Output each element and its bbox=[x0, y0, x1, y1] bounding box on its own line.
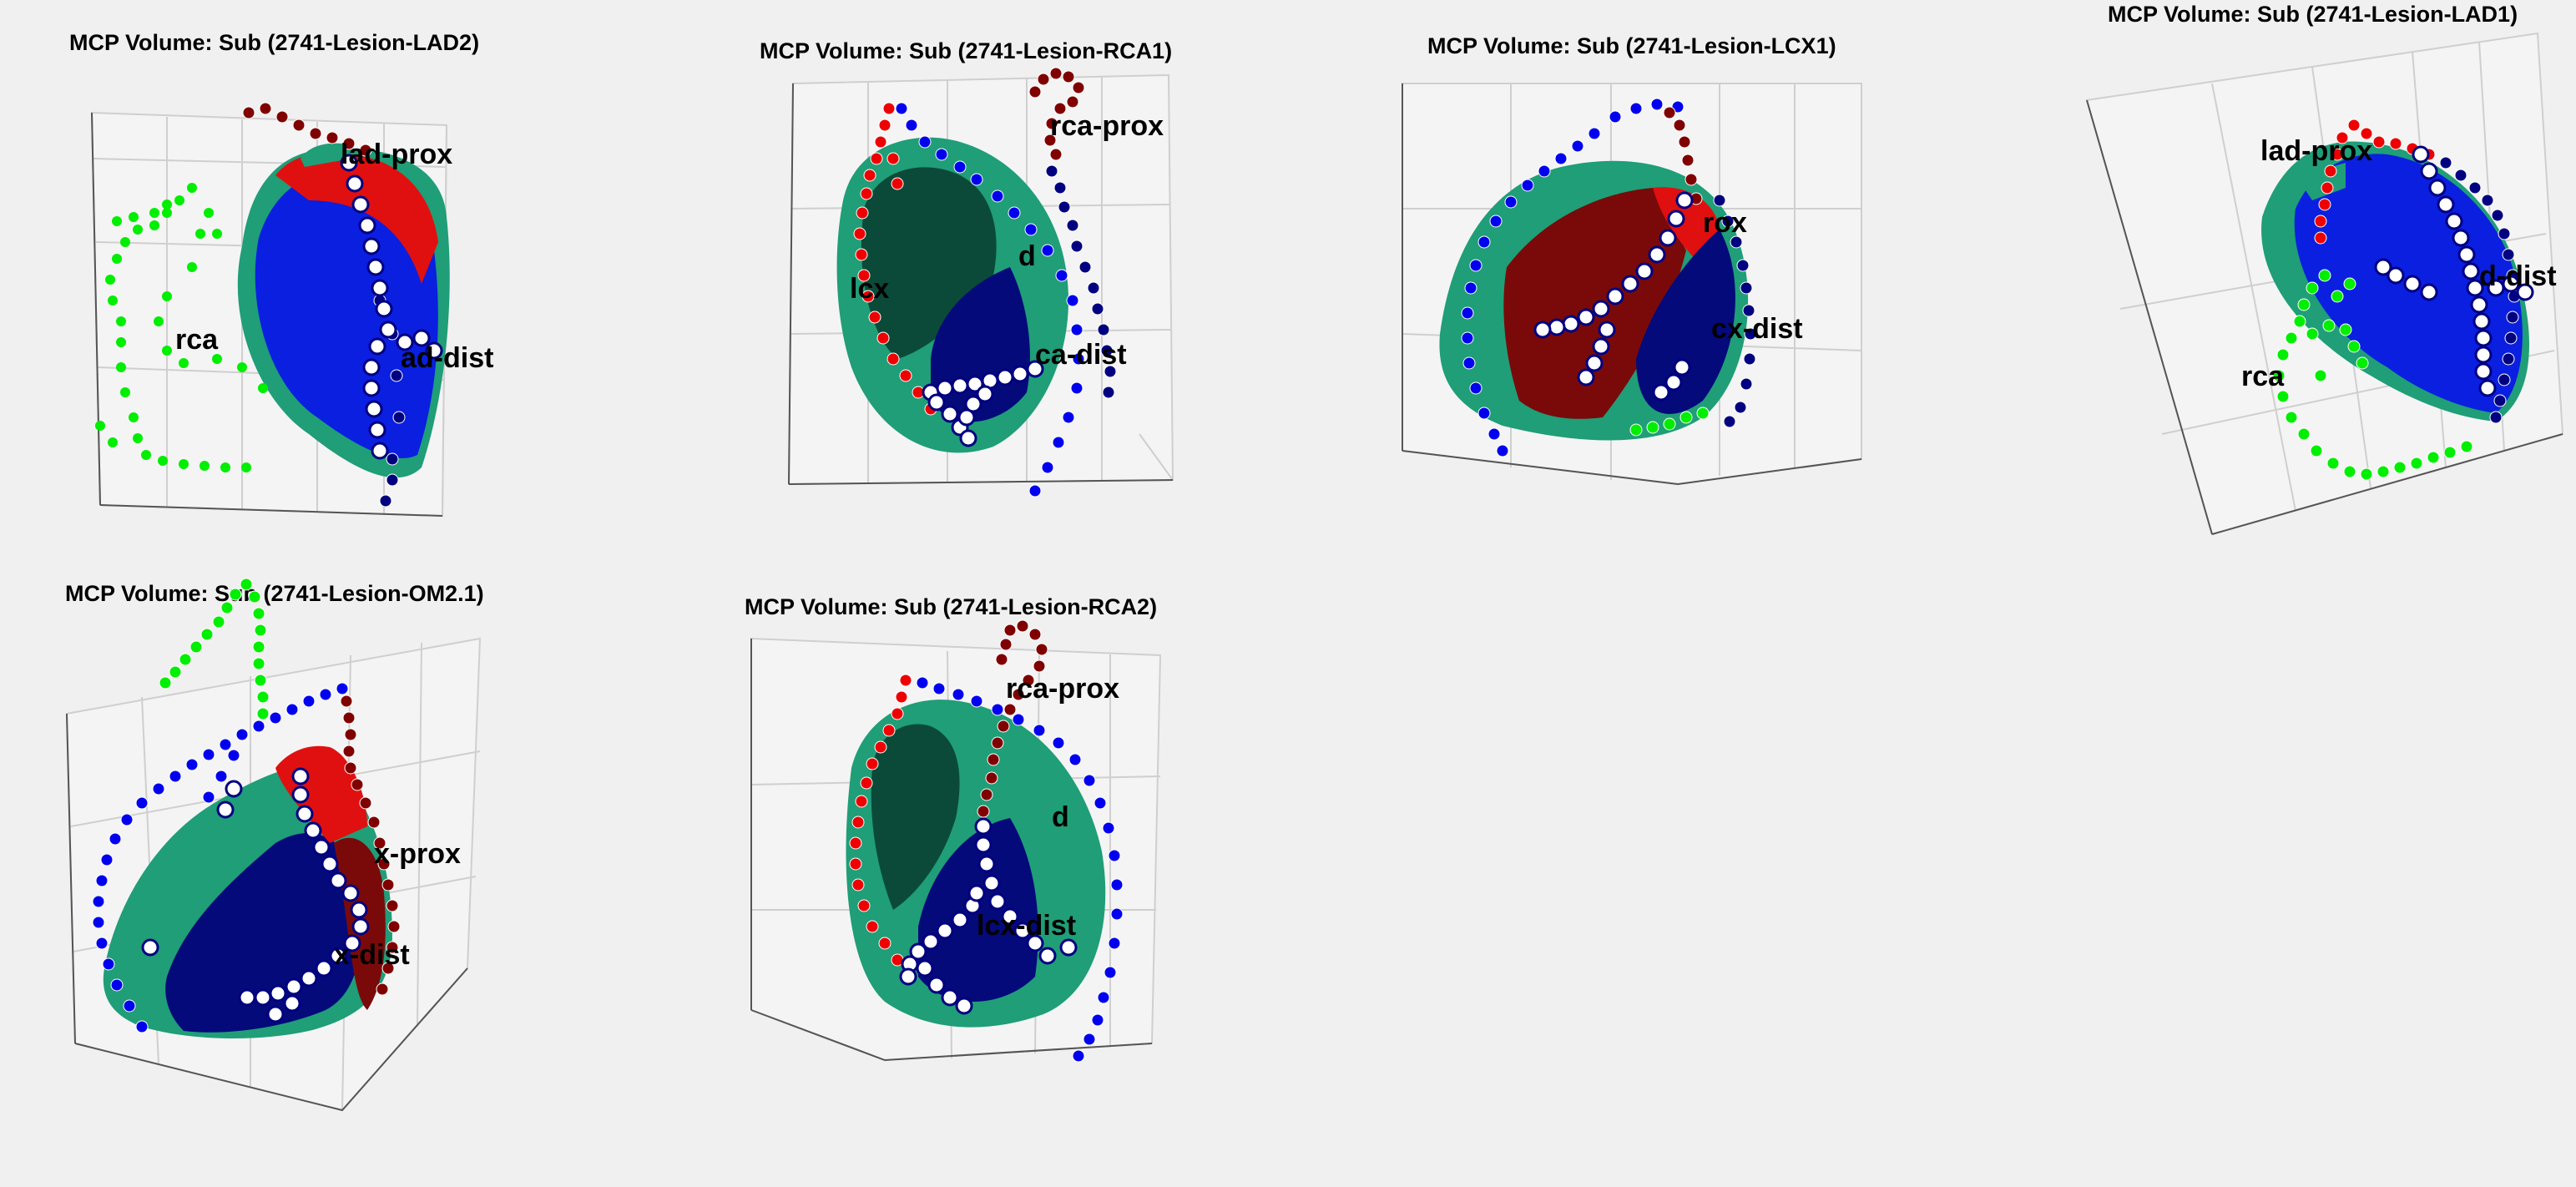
vessel-label-rca: rca bbox=[175, 324, 219, 356]
myocardium bbox=[237, 143, 450, 478]
vessel-label-lcx-dist: lcx-dist bbox=[977, 910, 1076, 942]
vessel-lad bbox=[92, 682, 349, 1033]
vessel-lcx bbox=[853, 102, 937, 416]
lesion-markers bbox=[340, 154, 443, 460]
vessel-rca-dist bbox=[1045, 164, 1117, 399]
vessel-lad bbox=[1461, 98, 1685, 457]
vessel-label-lcx-prox: rox bbox=[1703, 207, 1747, 239]
vessel-label-lad-dist: ad-dist bbox=[401, 342, 493, 374]
vessel-lcx bbox=[849, 674, 912, 967]
heart-3d-view[interactable]: rox cx-dist bbox=[1386, 0, 1903, 551]
vessel-lcx-prox bbox=[1663, 106, 1703, 205]
vessel-lcx-prox bbox=[340, 695, 401, 996]
vessel-label-lcx-prox: x-prox bbox=[374, 838, 461, 870]
vessel-label-d: d bbox=[1052, 801, 1069, 833]
heart-3d-view[interactable]: lad-prox d-dist rca bbox=[2062, 0, 2576, 551]
heart-3d-view[interactable]: rca-prox d lcx-dist bbox=[718, 576, 1235, 1160]
panel-lcx1: MCP Volume: Sub (2741-Lesion-LCX1) bbox=[1386, 0, 1903, 551]
vessel-label-lcx-dist: x-dist bbox=[334, 939, 410, 971]
vessel-label-lcx: lcx bbox=[850, 273, 889, 305]
panel-title: MCP Volume: Sub (2741-Lesion-OM2.1) bbox=[65, 581, 484, 606]
vessel-label-lcx-dist: cx-dist bbox=[1711, 313, 1803, 345]
heart-3d-view[interactable]: x-prox x-dist bbox=[0, 576, 518, 1160]
vessel-label-lad-prox: lad-prox bbox=[341, 139, 452, 170]
vessel-label-lad-dist: d-dist bbox=[2479, 260, 2557, 292]
vessel-d bbox=[895, 102, 1085, 498]
vessel-label-rca-prox: rca-prox bbox=[1050, 110, 1164, 142]
heart-3d-view[interactable]: rca-prox lcx d ca-dist bbox=[718, 0, 1235, 551]
vessel-lcx-dist bbox=[1713, 194, 1757, 428]
vessel-label-rca-prox: rca-prox bbox=[1006, 673, 1119, 705]
vessel-lad-dist bbox=[2439, 156, 2521, 424]
vessel-label-lad-prox: lad-prox bbox=[2260, 135, 2372, 167]
lesion-markers bbox=[2374, 145, 2534, 397]
vessel-rca bbox=[1629, 407, 1710, 437]
vessel-rca bbox=[159, 578, 270, 720]
panel-lad2: MCP Volume: Sub (2741-Lesion-LAD2) bbox=[0, 0, 518, 551]
panel-title: MCP Volume: Sub (2741-Lesion-LAD1) bbox=[2108, 2, 2518, 27]
panel-lad1: MCP Volume: Sub (2741-Lesion-LAD1) bbox=[2062, 0, 2576, 551]
panel-title: MCP Volume: Sub (2741-Lesion-RCA2) bbox=[745, 594, 1158, 619]
vessel-rca bbox=[95, 183, 268, 472]
panel-rca1: MCP Volume: Sub (2741-Lesion-RCA1) bbox=[718, 0, 1235, 551]
lesion-markers bbox=[922, 360, 1044, 447]
lesion-markers bbox=[899, 817, 1078, 1015]
vessel-rca-prox bbox=[1028, 67, 1085, 161]
vessel-rca-prox bbox=[977, 619, 1048, 818]
vessel-d bbox=[916, 676, 1124, 1063]
lesion-markers bbox=[141, 767, 370, 1023]
panel-title: MCP Volume: Sub (2741-Lesion-LCX1) bbox=[1427, 33, 1836, 58]
panel-rca2: MCP Volume: Sub (2741-Lesion-RCA2) bbox=[718, 576, 1235, 1160]
panel-title: MCP Volume: Sub (2741-Lesion-RCA1) bbox=[760, 38, 1173, 63]
lesion-markers bbox=[1533, 191, 1694, 402]
vessel-label-d: d bbox=[1018, 240, 1036, 272]
heart-3d-view[interactable]: lad-prox rca ad-dist bbox=[0, 0, 518, 551]
vessel-lad-prox bbox=[242, 102, 372, 157]
vessel-label-rca-dist: ca-dist bbox=[1035, 339, 1127, 371]
panel-om21: MCP Volume: Sub (2741-Lesion-OM2.1) bbox=[0, 576, 518, 1160]
vessel-rca bbox=[2272, 269, 2473, 481]
panel-title: MCP Volume: Sub (2741-Lesion-LAD2) bbox=[69, 30, 480, 55]
vessel-label-rca: rca bbox=[2241, 361, 2285, 392]
